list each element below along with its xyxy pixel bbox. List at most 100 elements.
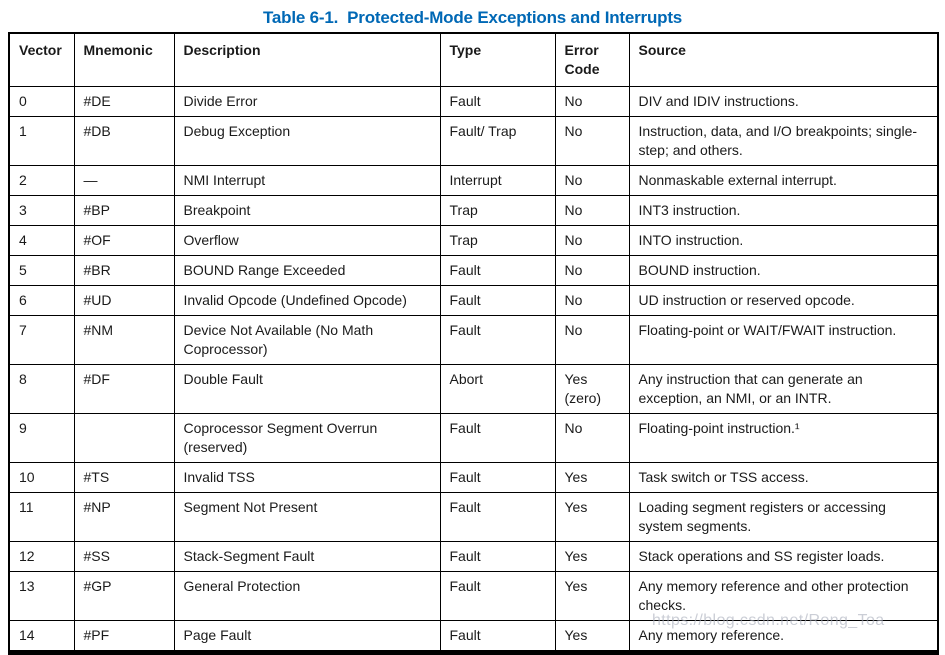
column-header-mnemonic: Mnemonic: [73, 32, 175, 87]
cell-vector: 14: [8, 620, 75, 653]
cell-vector: 8: [8, 364, 75, 414]
cell-mnemonic: #NP: [73, 492, 175, 542]
cell-mnemonic: #NM: [73, 315, 175, 365]
cell-description: Overflow: [173, 225, 441, 256]
cell-error-code: No: [554, 413, 630, 463]
cell-error-code: Yes: [554, 541, 630, 572]
cell-source: DIV and IDIV instructions.: [628, 86, 939, 117]
cell-type: Interrupt: [439, 165, 556, 196]
cell-description: Invalid Opcode (Undefined Opcode): [173, 285, 441, 316]
table-row: 1 #DB Debug Exception Fault/ Trap No Instruct…: [8, 116, 939, 166]
cell-error-code: No: [554, 225, 630, 256]
cell-vector: 7: [8, 315, 75, 365]
cell-type: Fault: [439, 86, 556, 117]
cell-source: Nonmaskable external interrupt.: [628, 165, 939, 196]
table-row: 7 #NM Device Not Available (No Math Coproc…: [8, 315, 939, 365]
cell-mnemonic: #GP: [73, 571, 175, 621]
cell-source: Floating-point or WAIT/FWAIT instruction…: [628, 315, 939, 365]
table-row: 10 #TS Invalid TSS Fault Yes Task switch or T…: [8, 462, 939, 493]
cell-mnemonic: #BP: [73, 195, 175, 226]
cell-error-code: Yes: [554, 492, 630, 542]
cell-source: Task switch or TSS access.: [628, 462, 939, 493]
column-header-source: Source: [628, 32, 939, 87]
cell-description: Coprocessor Segment Overrun (reserved): [173, 413, 441, 463]
cell-source: UD instruction or reserved opcode.: [628, 285, 939, 316]
cell-vector: 11: [8, 492, 75, 542]
table-row: 13 #GP General Protection Fault Yes Any memor…: [8, 571, 939, 621]
cell-source: Any instruction that can generate an exc…: [628, 364, 939, 414]
cell-mnemonic: —: [73, 165, 175, 196]
cell-error-code: Yes: [554, 462, 630, 493]
cell-vector: 10: [8, 462, 75, 493]
cell-description: Breakpoint: [173, 195, 441, 226]
cell-type: Fault: [439, 541, 556, 572]
cell-source: Loading segment registers or accessing s…: [628, 492, 939, 542]
cell-description: Double Fault: [173, 364, 441, 414]
table-row: 6 #UD Invalid Opcode (Undefined Opcode) Fau…: [8, 285, 939, 316]
cell-error-code: No: [554, 255, 630, 286]
table-row: 4 #OF Overflow Trap No INTO instruction.: [8, 225, 939, 256]
cell-mnemonic: #TS: [73, 462, 175, 493]
cell-description: Invalid TSS: [173, 462, 441, 493]
cell-description: General Protection: [173, 571, 441, 621]
cell-vector: 1: [8, 116, 75, 166]
table-row: 5 #BR BOUND Range Exceeded Fault No BOUND ins…: [8, 255, 939, 286]
exceptions-table: Vector Mnemonic Description Type Error C…: [8, 32, 939, 655]
cell-type: Fault: [439, 255, 556, 286]
cell-source: Any memory reference and other protectio…: [628, 571, 939, 621]
cell-type: Fault: [439, 462, 556, 493]
table-row: 3 #BP Breakpoint Trap No INT3 instruction.: [8, 195, 939, 226]
cell-mnemonic: #UD: [73, 285, 175, 316]
cell-source: INT3 instruction.: [628, 195, 939, 226]
column-header-vector: Vector: [8, 32, 75, 87]
cell-vector: 5: [8, 255, 75, 286]
table-row: 2— NMI Interrupt Interrupt No Nonmaskable ex…: [8, 165, 939, 196]
cell-mnemonic: #DE: [73, 86, 175, 117]
cell-description: Divide Error: [173, 86, 441, 117]
cell-type: Fault: [439, 492, 556, 542]
cell-mnemonic: #OF: [73, 225, 175, 256]
cell-type: Fault: [439, 285, 556, 316]
cell-source: INTO instruction.: [628, 225, 939, 256]
cell-error-code: Yes: [554, 571, 630, 621]
cell-error-code: No: [554, 86, 630, 117]
cell-source: Instruction, data, and I/O breakpoints; …: [628, 116, 939, 166]
cell-type: Fault: [439, 571, 556, 621]
cell-description: NMI Interrupt: [173, 165, 441, 196]
cell-source: Stack operations and SS register loads.: [628, 541, 939, 572]
cell-vector: 4: [8, 225, 75, 256]
cell-type: Fault/ Trap: [439, 116, 556, 166]
cell-source: Floating-point instruction.¹: [628, 413, 939, 463]
table-row: 9 Coprocessor Segment Overrun (reserved) F…: [8, 413, 939, 463]
cell-vector: 13: [8, 571, 75, 621]
cell-vector: 9: [8, 413, 75, 463]
cell-error-code: Yes: [554, 620, 630, 653]
cell-vector: 6: [8, 285, 75, 316]
column-header-error-code: Error Code: [554, 32, 630, 87]
cell-type: Trap: [439, 225, 556, 256]
cell-mnemonic: #BR: [73, 255, 175, 286]
cell-error-code: No: [554, 116, 630, 166]
cell-error-code: No: [554, 315, 630, 365]
cell-type: Fault: [439, 620, 556, 653]
cell-description: Page Fault: [173, 620, 441, 653]
cell-error-code: No: [554, 165, 630, 196]
cell-vector: 0: [8, 86, 75, 117]
page-title: Table 6-1. Protected-Mode Exceptions and…: [262, 8, 683, 27]
cell-description: BOUND Range Exceeded: [173, 255, 441, 286]
column-header-type: Type: [439, 32, 556, 87]
cell-vector: 2: [8, 165, 75, 196]
cell-source: Any memory reference.: [628, 620, 939, 653]
cell-source: BOUND instruction.: [628, 255, 939, 286]
cell-mnemonic: #PF: [73, 620, 175, 653]
cell-mnemonic: #SS: [73, 541, 175, 572]
column-header-description: Description: [173, 32, 441, 87]
table-body: 0 #DE Divide Error Fault No DIV and IDIV inst…: [8, 86, 939, 653]
cell-mnemonic: #DB: [73, 116, 175, 166]
cell-error-code: Yes (zero): [554, 364, 630, 414]
cell-description: Stack-Segment Fault: [173, 541, 441, 572]
cell-type: Trap: [439, 195, 556, 226]
cell-error-code: No: [554, 285, 630, 316]
table-row: 12 #SS Stack-Segment Fault Fault Yes Stack op…: [8, 541, 939, 572]
table-row: 14 #PF Page Fault Fault Yes Any memory refere…: [8, 620, 939, 653]
